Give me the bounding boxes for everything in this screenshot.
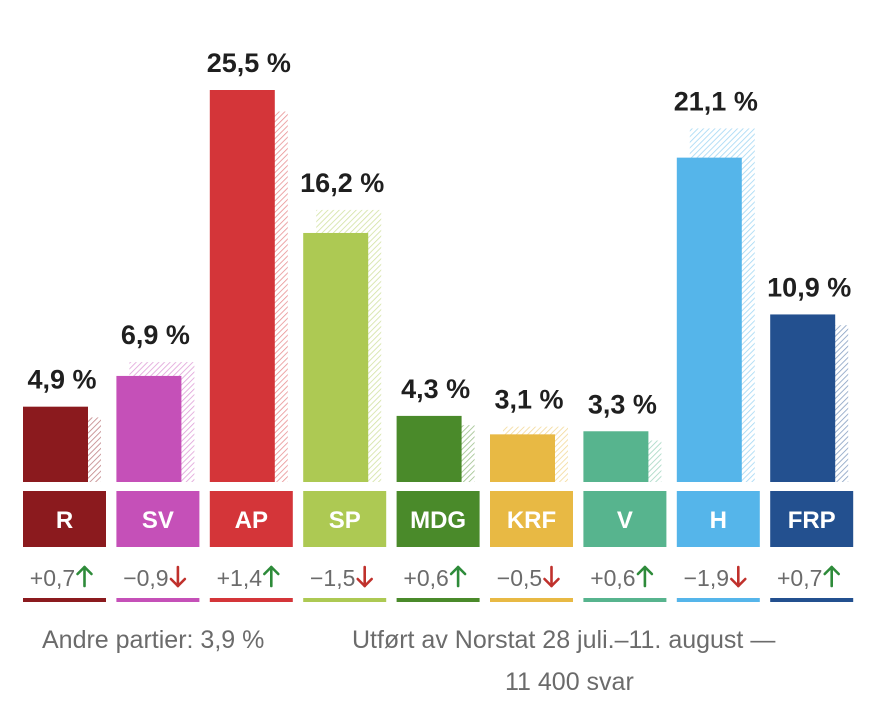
source-note: Utført av Norstat 28 juli.–11. august —: [352, 626, 776, 654]
arrow-up-icon-ap: [262, 565, 280, 588]
party-label-frp: FRP: [788, 507, 836, 534]
current-bar-krf: [490, 434, 555, 482]
party-label-r: R: [56, 507, 73, 534]
change-label-ap: +1,4: [217, 565, 263, 591]
change-label-sv: −0,9: [123, 565, 168, 591]
party-box-sv: [116, 491, 200, 547]
sample-size-note: 11 400 svar: [505, 668, 634, 696]
party-box-ap: [209, 491, 293, 547]
arrow-up-icon-r: [76, 565, 93, 588]
change-underline-frp: [770, 598, 854, 602]
current-bar-sv: [116, 375, 182, 482]
current-bars: [23, 90, 836, 482]
change-label-r: +0,7: [30, 565, 75, 591]
party-box-frp: [770, 491, 854, 547]
party-label-v: V: [617, 507, 633, 534]
change-row: +0,7 −0,9 +1,4 −1,5 +0,6 −0,5 +0,6 −1,9 +0,7: [23, 565, 854, 602]
value-label-sv: 6,9 %: [121, 320, 190, 350]
value-label-r: 4,9 %: [27, 365, 96, 395]
value-label-krf: 3,1 %: [494, 385, 563, 415]
party-label-krf: KRF: [507, 507, 556, 534]
change-label-frp: +0,7: [777, 565, 822, 591]
change-label-h: −1,9: [684, 565, 729, 591]
party-box-sp: [303, 491, 387, 547]
arrow-down-icon-sp: [356, 565, 374, 588]
current-bar-mdg: [396, 415, 462, 482]
value-label-h: 21,1 %: [674, 86, 758, 116]
current-bar-frp: [770, 314, 836, 482]
party-box-mdg: [396, 491, 480, 547]
value-label-sp: 16,2 %: [300, 168, 384, 198]
party-box-krf: [490, 491, 573, 547]
other-parties-note: Andre partier: 3,9 %: [42, 626, 265, 654]
current-bar-h: [676, 157, 742, 482]
party-label-ap: AP: [235, 507, 268, 534]
party-label-mdg: MDG: [410, 507, 466, 534]
change-underline-krf: [490, 598, 573, 602]
change-underline-sp: [303, 598, 387, 602]
arrow-up-icon-frp: [823, 565, 841, 588]
value-label-ap: 25,5 %: [207, 48, 291, 78]
change-underline-mdg: [396, 598, 480, 602]
change-label-sp: −1,5: [310, 565, 355, 591]
change-underline-sv: [116, 598, 200, 602]
current-bar-r: [23, 406, 88, 482]
value-labels: 4,9 % 6,9 % 25,5 % 16,2 % 4,3 % 3,1 % 3,3 % 21,…: [27, 48, 851, 419]
change-label-v: +0,6: [590, 565, 635, 591]
change-label-mdg: +0,6: [403, 565, 448, 591]
party-box-h: [676, 491, 760, 547]
poll-bar-chart: 4,9 % 6,9 % 25,5 % 16,2 % 4,3 % 3,1 % 3,3 % 21,…: [23, 48, 854, 602]
change-label-krf: −0,5: [497, 565, 542, 591]
value-label-mdg: 4,3 %: [401, 374, 470, 404]
arrow-down-icon-h: [729, 565, 747, 588]
value-label-frp: 10,9 %: [767, 272, 851, 302]
change-underline-v: [583, 598, 667, 602]
arrow-up-icon-mdg: [449, 565, 467, 588]
change-underline-h: [676, 598, 760, 602]
change-underline-r: [23, 598, 106, 602]
party-label-sp: SP: [329, 507, 361, 534]
current-bar-sp: [303, 232, 369, 482]
party-boxes: R SV AP SP MDG KRF V H FRP: [23, 491, 854, 547]
value-label-v: 3,3 %: [588, 389, 657, 419]
party-label-h: H: [710, 507, 727, 534]
arrow-up-icon-v: [636, 565, 654, 588]
current-bar-v: [583, 431, 649, 482]
party-box-r: [23, 491, 106, 547]
current-bar-ap: [209, 90, 275, 482]
party-box-v: [583, 491, 667, 547]
arrow-down-icon-sv: [169, 565, 187, 588]
change-underline-ap: [209, 598, 293, 602]
party-label-sv: SV: [142, 507, 174, 534]
arrow-down-icon-krf: [543, 565, 560, 588]
